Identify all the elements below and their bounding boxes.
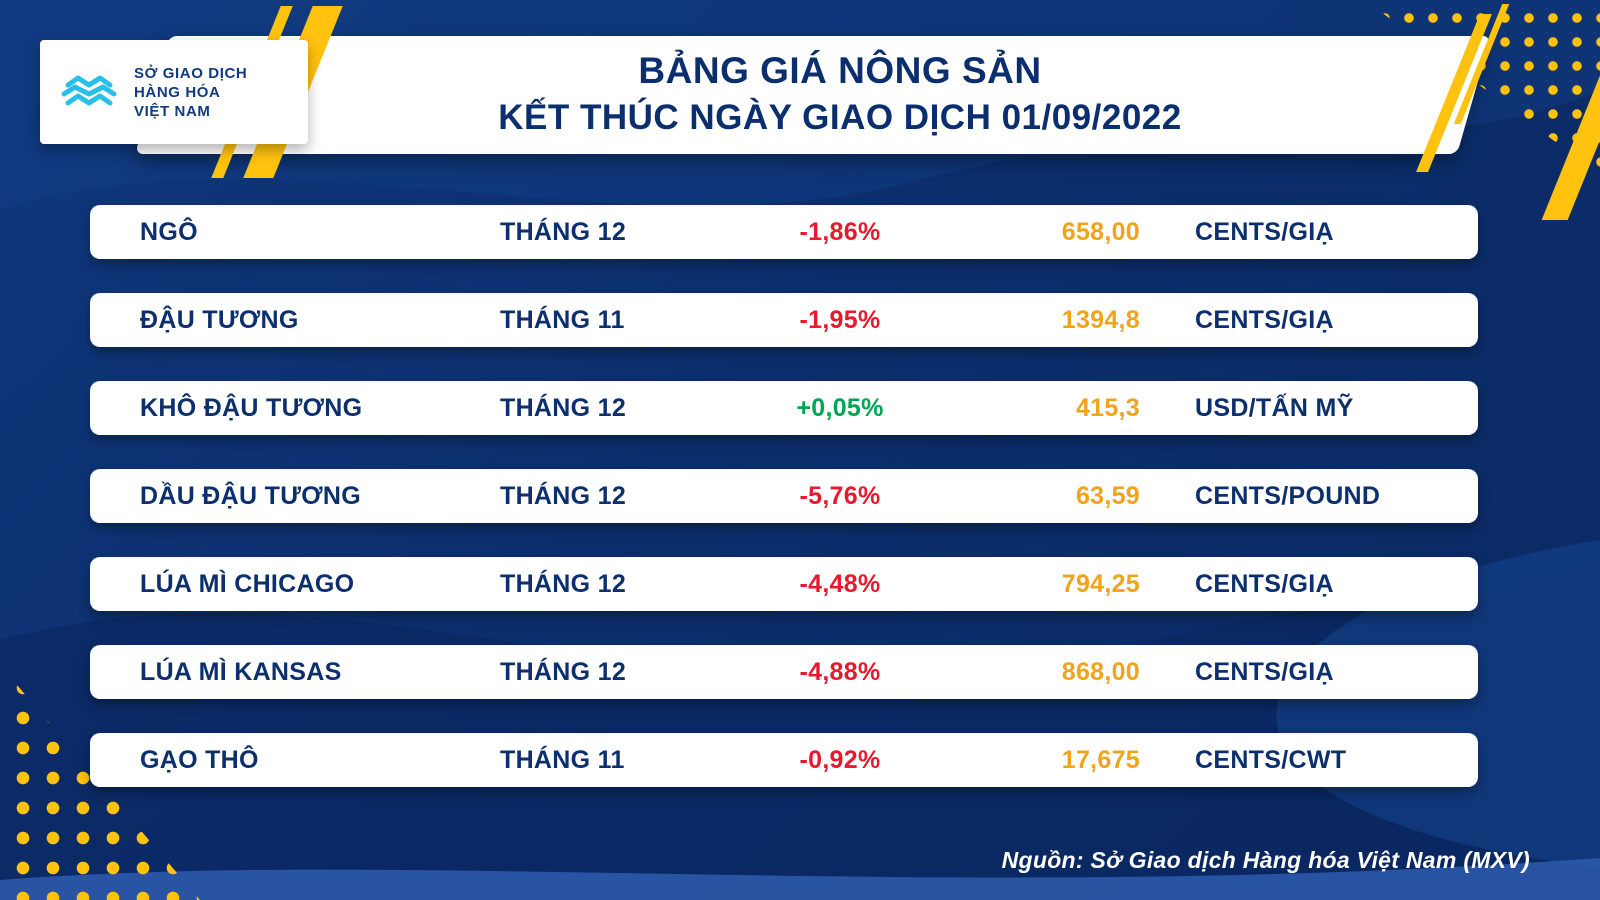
contract-month: THÁNG 12	[500, 569, 627, 598]
table-row: KHÔ ĐẬU TƯƠNG THÁNG 12 +0,05% 415,3 USD/…	[90, 381, 1478, 435]
contract-month: THÁNG 12	[500, 393, 627, 422]
commodity-name: LÚA MÌ CHICAGO	[140, 569, 355, 598]
price-unit: CENTS/GIẠ	[1195, 569, 1334, 598]
table-row: NGÔ THÁNG 12 -1,86% 658,00 CENTS/GIẠ	[90, 205, 1478, 259]
percent-change: -1,95%	[799, 305, 881, 334]
mxv-logo-text: SỞ GIAO DỊCH HÀNG HÓA VIỆT NAM	[134, 64, 247, 121]
price-value: 1394,8	[1061, 305, 1140, 334]
price-value: 17,675	[1061, 745, 1140, 774]
contract-month: THÁNG 12	[500, 657, 627, 686]
source-credit: Nguồn: Sở Giao dịch Hàng hóa Việt Nam (M…	[1001, 847, 1530, 873]
price-unit: USD/TẤN MỸ	[1195, 393, 1354, 422]
logo-line-2: HÀNG HÓA	[134, 83, 221, 101]
commodity-name: NGÔ	[140, 217, 198, 246]
logo-line-3: VIỆT NAM	[134, 102, 211, 120]
percent-change: +0,05%	[796, 393, 884, 422]
price-unit: CENTS/GIẠ	[1195, 305, 1334, 334]
commodity-name: DẦU ĐẬU TƯƠNG	[140, 481, 361, 510]
contract-month: THÁNG 12	[500, 481, 627, 510]
title-line-1: BẢNG GIÁ NÔNG SẢN	[638, 50, 1042, 91]
page-title: BẢNG GIÁ NÔNG SẢN KẾT THÚC NGÀY GIAO DỊC…	[300, 48, 1380, 142]
commodity-name: LÚA MÌ KANSAS	[140, 657, 342, 686]
price-unit: CENTS/GIẠ	[1195, 657, 1334, 686]
price-value: 63,59	[1075, 481, 1140, 510]
price-unit: CENTS/POUND	[1195, 481, 1381, 510]
contract-month: THÁNG 12	[500, 217, 627, 246]
price-value: 794,25	[1061, 569, 1140, 598]
contract-month: THÁNG 11	[500, 305, 625, 334]
price-value: 415,3	[1075, 393, 1140, 422]
contract-month: THÁNG 11	[500, 745, 625, 774]
percent-change: -4,48%	[799, 569, 881, 598]
percent-change: -1,86%	[799, 217, 881, 246]
mxv-logo-icon	[61, 75, 117, 106]
price-value: 658,00	[1061, 217, 1140, 246]
table-row: ĐẬU TƯƠNG THÁNG 11 -1,95% 1394,8 CENTS/G…	[90, 293, 1478, 347]
table-row: DẦU ĐẬU TƯƠNG THÁNG 12 -5,76% 63,59 CENT…	[90, 469, 1478, 523]
price-unit: CENTS/GIẠ	[1195, 217, 1334, 246]
logo-line-1: SỞ GIAO DỊCH	[134, 64, 248, 82]
commodity-name: ĐẬU TƯƠNG	[140, 305, 299, 334]
table-row: GẠO THÔ THÁNG 11 -0,92% 17,675 CENTS/CWT	[90, 733, 1478, 787]
price-value: 868,00	[1061, 657, 1140, 686]
commodity-name: GẠO THÔ	[140, 745, 259, 774]
percent-change: -5,76%	[799, 481, 881, 510]
table-row: LÚA MÌ CHICAGO THÁNG 12 -4,48% 794,25 CE…	[90, 557, 1478, 611]
price-unit: CENTS/CWT	[1195, 745, 1347, 774]
table-row: LÚA MÌ KANSAS THÁNG 12 -4,88% 868,00 CEN…	[90, 645, 1478, 699]
mxv-logo: SỞ GIAO DỊCH HÀNG HÓA VIỆT NAM	[40, 40, 308, 144]
title-line-2: KẾT THÚC NGÀY GIAO DỊCH 01/09/2022	[498, 98, 1182, 137]
percent-change: -4,88%	[799, 657, 881, 686]
percent-change: -0,92%	[799, 745, 881, 774]
commodity-name: KHÔ ĐẬU TƯƠNG	[140, 393, 363, 422]
price-table: NGÔ THÁNG 12 -1,86% 658,00 CENTS/GIẠ ĐẬU…	[90, 205, 1478, 821]
